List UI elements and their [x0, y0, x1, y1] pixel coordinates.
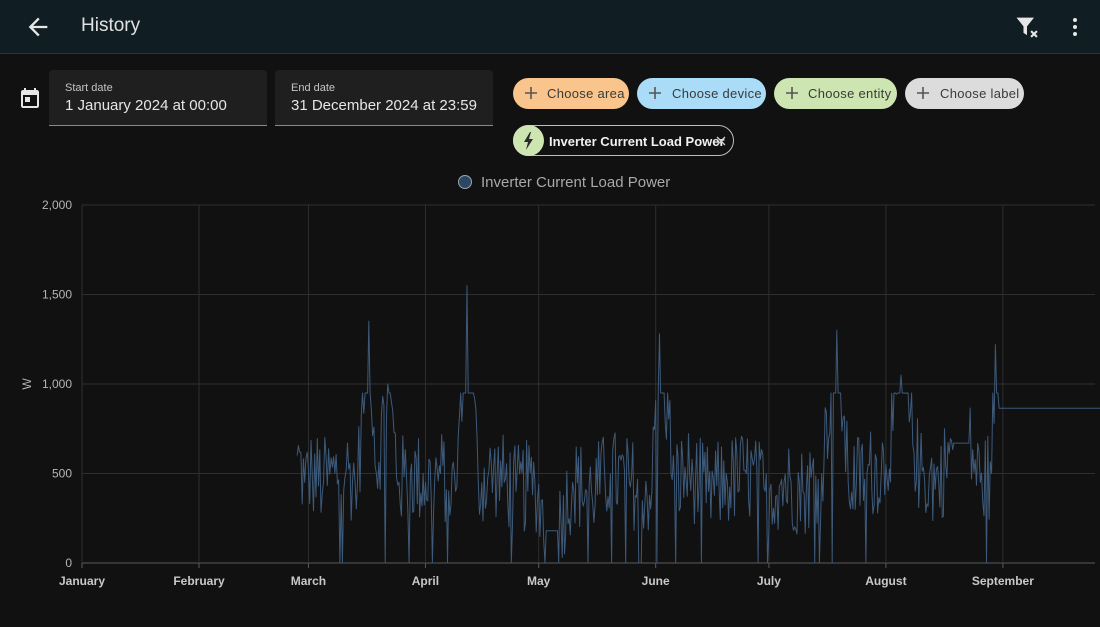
x-tick-label: May [527, 574, 551, 588]
choose-label-chip[interactable]: Choose label [905, 78, 1024, 109]
filter-remove-icon [1016, 17, 1038, 38]
arrow-left-icon [28, 17, 48, 37]
x-tick-label: January [59, 574, 105, 588]
choose-area-label: Choose area [547, 86, 625, 101]
y-tick-label: 1,000 [42, 377, 72, 391]
start-date-value: 1 January 2024 at 00:00 [65, 97, 227, 114]
end-date-value: 31 December 2024 at 23:59 [291, 97, 477, 114]
lightning-bolt-icon [524, 132, 533, 150]
plus-icon [917, 87, 929, 99]
selected-entity-label: Inverter Current Load Power [549, 134, 725, 149]
x-tick-label: March [291, 574, 326, 588]
y-tick-label: 1,500 [42, 288, 72, 302]
series-line [296, 285, 1100, 564]
overflow-menu-button[interactable] [1063, 13, 1087, 41]
page-title: History [81, 15, 141, 36]
close-icon[interactable] [715, 135, 727, 147]
start-date-label: Start date [65, 82, 113, 94]
y-tick-label: 500 [52, 467, 72, 481]
entity-icon-circle [513, 125, 544, 156]
choose-area-chip[interactable]: Choose area [513, 78, 629, 109]
y-tick-label: 2,000 [42, 198, 72, 212]
plus-icon [649, 87, 661, 99]
end-date-label: End date [291, 82, 336, 94]
back-button[interactable] [24, 13, 52, 41]
selected-entity-chip[interactable]: Inverter Current Load Power [513, 125, 734, 156]
x-tick-label: February [173, 574, 225, 588]
dots-vertical-icon [1073, 18, 1077, 36]
history-chart: 0 500 1,000 1,500 2,000 W January February March… [20, 198, 1100, 588]
end-date-field[interactable]: End date 31 December 2024 at 23:59 [275, 70, 493, 126]
choose-label-label: Choose label [940, 86, 1020, 101]
choose-entity-chip[interactable]: Choose entity [774, 78, 897, 109]
y-axis-label: W [20, 378, 34, 390]
top-app-bar: History [0, 0, 1100, 54]
legend-color-dot [458, 175, 472, 189]
x-tick-label: September [972, 574, 1034, 588]
x-tick-label: July [757, 574, 781, 588]
start-date-field[interactable]: Start date 1 January 2024 at 00:00 [49, 70, 267, 126]
clear-filter-button[interactable] [1013, 13, 1041, 41]
x-tick-label: June [642, 574, 670, 588]
choose-entity-label: Choose entity [808, 86, 892, 101]
x-tick-label: April [412, 574, 439, 588]
choose-device-label: Choose device [672, 86, 762, 101]
plus-icon [786, 87, 798, 99]
legend-label: Inverter Current Load Power [481, 174, 671, 191]
x-tick-label: August [865, 574, 906, 588]
calendar-icon[interactable] [18, 86, 42, 110]
plus-icon [525, 87, 537, 99]
choose-device-chip[interactable]: Choose device [637, 78, 766, 109]
y-tick-label: 0 [65, 556, 72, 570]
